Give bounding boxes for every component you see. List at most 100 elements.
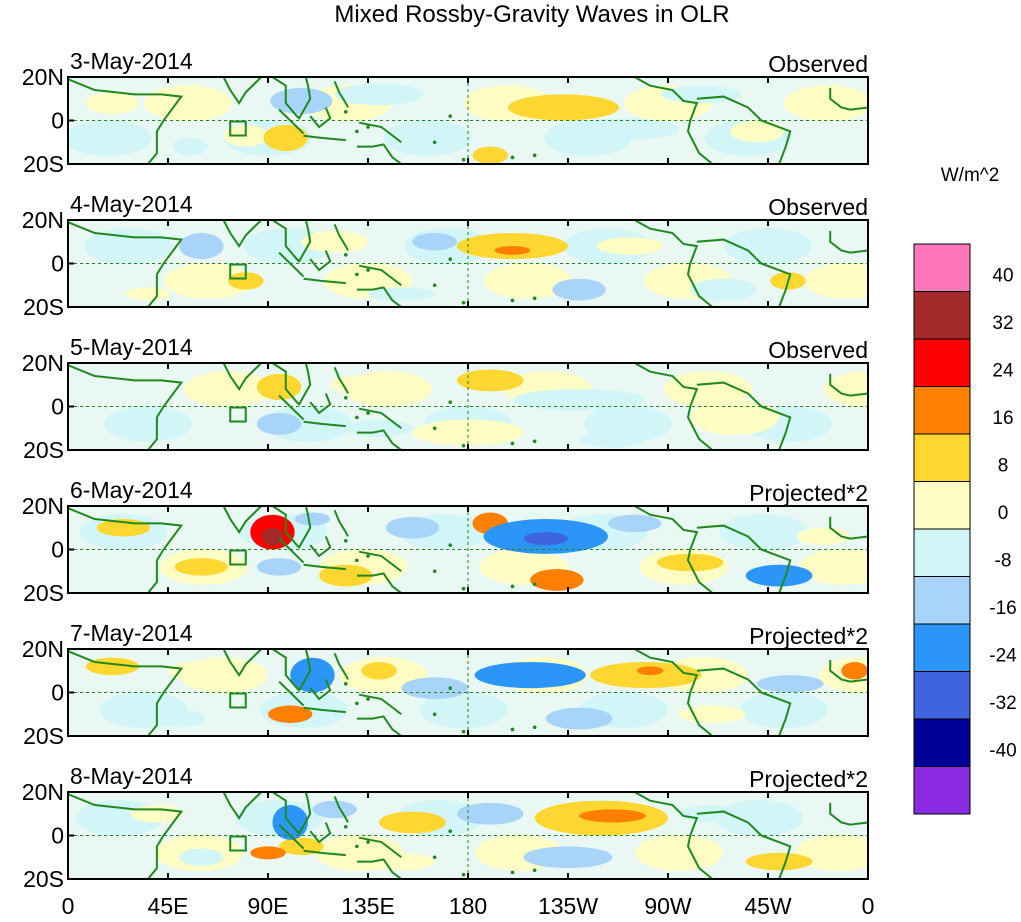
- background-band: [724, 228, 812, 265]
- y-tick-label: 20N: [22, 207, 64, 233]
- coastline: [271, 77, 312, 120]
- colorbar-level: -32: [989, 693, 1016, 714]
- coastline: [271, 792, 312, 835]
- colorbar-level: 8: [998, 456, 1009, 477]
- coastline: [271, 363, 312, 406]
- y-tick-label: 20S: [23, 437, 64, 463]
- island: [448, 686, 453, 690]
- coastline: [634, 792, 714, 879]
- coastline: [271, 649, 312, 692]
- olr-anomaly-field: [85, 657, 868, 730]
- island: [343, 539, 348, 543]
- coastline: [303, 420, 346, 428]
- island: [461, 157, 466, 162]
- coastline: [356, 429, 402, 450]
- olr-anomaly-positive: [268, 705, 313, 723]
- coastline: [68, 364, 184, 450]
- region-box: [229, 692, 247, 709]
- island: [461, 300, 466, 305]
- island: [366, 125, 370, 129]
- island: [366, 554, 370, 558]
- island: [510, 584, 515, 589]
- olr-anomaly-negative: [545, 707, 613, 730]
- island: [448, 400, 453, 404]
- coastline: [829, 659, 868, 683]
- olr-anomaly-positive: [330, 376, 384, 394]
- olr-anomaly-positive: [261, 527, 284, 546]
- olr-anomaly-positive: [590, 662, 702, 689]
- olr-anomaly-positive: [368, 852, 435, 871]
- coastline: [829, 87, 868, 111]
- colorbar-level: -16: [989, 598, 1016, 619]
- colorbar-level: 24: [992, 361, 1014, 382]
- island: [366, 840, 370, 844]
- colorbar-level: -24: [989, 646, 1017, 667]
- olr-anomaly-negative: [412, 233, 457, 251]
- x-tick-label: 90W: [644, 893, 692, 919]
- coastline: [634, 506, 714, 593]
- x-tick-label: 45E: [148, 893, 189, 919]
- island: [355, 558, 359, 563]
- coastline: [829, 373, 868, 397]
- olr-anomaly-positive: [361, 662, 397, 680]
- olr-anomaly-negative: [690, 278, 757, 301]
- coastline: [356, 858, 402, 879]
- coastline: [68, 78, 184, 164]
- x-tick-label: 135W: [538, 893, 598, 919]
- x-axis: 0 45E 90E 135E 180 135W 90W 45W 0: [62, 893, 875, 919]
- panel-kind: Projected*2: [749, 623, 868, 649]
- y-tick-label: 20S: [23, 151, 64, 177]
- colorbar-swatch: [913, 433, 971, 482]
- island: [510, 870, 515, 875]
- olr-anomaly-positive: [679, 705, 746, 723]
- chart-title: Mixed Rossby-Gravity Waves in OLR: [334, 1, 729, 28]
- region-box: [229, 406, 247, 423]
- island: [510, 727, 515, 732]
- x-tick-label: 90E: [248, 893, 289, 919]
- coastline: [829, 516, 868, 540]
- olr-anomaly-positive: [730, 120, 784, 143]
- coastline: [634, 649, 714, 736]
- olr-anomaly-negative: [474, 662, 586, 689]
- y-tick-label: 20N: [22, 779, 64, 805]
- olr-anomaly-positive: [596, 237, 664, 255]
- island: [510, 155, 515, 160]
- olr-anomaly-negative: [179, 233, 224, 260]
- coastlines: [68, 506, 868, 593]
- panel-kind: Observed: [768, 51, 868, 77]
- olr-anomaly-positive: [456, 369, 524, 392]
- olr-anomaly-negative: [661, 85, 742, 104]
- coastline: [303, 277, 346, 285]
- coastline: [696, 95, 792, 164]
- coastline: [333, 652, 349, 680]
- coastline: [309, 536, 332, 558]
- olr-anomaly-negative: [401, 677, 468, 700]
- olr-anomaly-negative: [312, 800, 357, 819]
- coastline: [278, 680, 305, 707]
- panel-kind: Observed: [768, 337, 868, 363]
- colorbar-swatch: [913, 766, 971, 815]
- olr-anomaly-negative: [568, 118, 680, 141]
- coastline: [358, 836, 402, 859]
- olr-anomaly-positive: [319, 564, 373, 587]
- coastline: [333, 509, 349, 537]
- coastline: [68, 507, 184, 593]
- olr-anomaly-positive: [636, 666, 664, 676]
- olr-anomaly-negative: [256, 558, 302, 576]
- panel-2: 20N 0 20S 4-May-2014 Observed: [22, 191, 869, 320]
- region-box: [229, 120, 247, 137]
- panel-date: 6-May-2014: [70, 477, 193, 503]
- background-band: [144, 85, 232, 122]
- coastline: [278, 394, 305, 421]
- island: [366, 268, 370, 272]
- olr-anomaly-positive: [690, 399, 780, 435]
- background-band: [719, 514, 808, 551]
- coastline: [222, 220, 263, 248]
- island: [366, 411, 370, 415]
- olr-anomaly-positive: [379, 811, 446, 834]
- olr-anomaly-positive: [228, 272, 264, 290]
- colorbar-swatch: [913, 243, 971, 292]
- coastline: [333, 795, 349, 823]
- background-band: [184, 371, 272, 408]
- olr-anomaly-negative: [456, 802, 524, 825]
